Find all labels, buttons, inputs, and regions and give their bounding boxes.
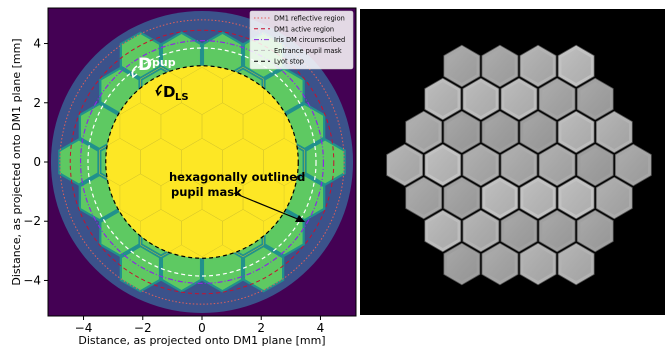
photo-hex-sheen xyxy=(580,148,610,182)
mask-hex-cell xyxy=(286,105,324,148)
photo-hex-sheen xyxy=(409,115,439,149)
photo-hex-sheen xyxy=(504,148,534,182)
mask-hex-cell xyxy=(80,105,118,148)
mask-hex-cell xyxy=(121,34,159,77)
photo-hex-sheen xyxy=(389,148,420,182)
photo-hex-sheen xyxy=(447,115,477,149)
mask-hex-cell xyxy=(121,247,159,290)
photo-hex-sheen xyxy=(599,181,629,215)
x-tick-label: 2 xyxy=(257,321,265,335)
legend-label: Lyot stop xyxy=(274,58,304,66)
mask-label-line2: pupil mask xyxy=(171,185,242,199)
dm1-active-circle xyxy=(69,29,335,295)
y-tick-label: 2 xyxy=(33,96,41,110)
photo-hex-sheen xyxy=(542,82,572,116)
legend-label: DM1 active region xyxy=(274,25,334,33)
photo-hex-sheen xyxy=(542,214,572,248)
photo-hex-sheen xyxy=(485,247,515,281)
pupil-map-plot: D pup D LS hexagonally outlined pupil ma… xyxy=(10,7,357,347)
photo-hex-sheen xyxy=(580,82,610,116)
photo-hex-sheen xyxy=(523,115,553,149)
faint-hex-cell xyxy=(263,138,305,186)
plot-legend: DM1 reflective region DM1 active region Ir… xyxy=(249,10,354,70)
photo-hex-sheen xyxy=(428,82,458,116)
photo-hex-sheen xyxy=(485,49,515,83)
photo-hex-sheen xyxy=(561,247,591,281)
mask-label-line1: hexagonally outlined xyxy=(169,170,305,184)
photo-hex-sheen xyxy=(599,115,629,149)
y-axis-label: Distance, as projected onto DM1 plane [m… xyxy=(10,38,23,285)
d-ls-subscript: LS xyxy=(175,92,189,103)
x-tick-label: −2 xyxy=(134,321,152,335)
photo-hex-sheen xyxy=(580,214,610,248)
legend-label: Entrance pupil mask xyxy=(274,47,342,55)
y-axis-ticks: −4 −2 0 2 4 xyxy=(23,37,48,287)
photo-hex-sheen xyxy=(409,181,439,215)
y-tick-label: 4 xyxy=(33,37,41,51)
photo-hex-sheen xyxy=(485,115,515,149)
faint-hex-grid xyxy=(99,66,305,258)
photo-hex-sheen xyxy=(428,214,458,248)
photo-hex-sheen xyxy=(447,181,477,215)
photo-hex-sheen xyxy=(523,181,553,215)
dm1-reflective-circle xyxy=(59,19,345,305)
x-tick-label: −4 xyxy=(75,321,93,335)
photo-hex-sheen xyxy=(618,148,649,182)
photo-hex-sheen xyxy=(523,49,553,83)
d-ls-label: D xyxy=(163,83,175,101)
d-pup-subscript: pup xyxy=(152,56,176,69)
photo-hex-sheen xyxy=(542,148,572,182)
photo-hex-sheen xyxy=(561,49,591,83)
legend-label: Iris DM circumscribed xyxy=(274,36,345,44)
photo-hex-sheen xyxy=(428,148,458,182)
photo-hex-sheen xyxy=(466,82,496,116)
photo-hex-segments xyxy=(386,44,652,286)
d-pup-annotation: D pup xyxy=(131,55,176,79)
photo-hex-sheen xyxy=(447,247,477,281)
photo-hex-sheen xyxy=(561,115,591,149)
entrance-pupil-circle xyxy=(87,47,317,277)
mask-hex-cell xyxy=(60,140,98,184)
x-tick-label: 4 xyxy=(317,321,325,335)
mask-hex-cell xyxy=(245,247,283,290)
x-axis-label: Distance, as projected onto DM1 plane [m… xyxy=(78,334,325,347)
d-ls-annotation: D LS xyxy=(155,83,189,103)
iris-circumscribed-circle xyxy=(79,39,325,285)
photo-hex-sheen xyxy=(504,214,534,248)
y-tick-label: −2 xyxy=(23,214,41,228)
photo-hex-sheen xyxy=(561,181,591,215)
photo-hex-sheen xyxy=(466,214,496,248)
photo-hex-sheen xyxy=(466,148,496,182)
photo-hex-sheen xyxy=(485,181,515,215)
lyot-pupil-disk xyxy=(105,65,299,259)
x-tick-label: 0 xyxy=(198,321,206,335)
x-axis-ticks: −4 −2 0 2 4 xyxy=(75,316,325,335)
photo-hex-sheen xyxy=(504,82,534,116)
photo-hex-sheen xyxy=(523,247,553,281)
legend-label: DM1 reflective region xyxy=(274,15,345,23)
y-tick-label: −4 xyxy=(23,273,41,287)
y-tick-label: 0 xyxy=(33,155,41,169)
d-pup-label: D xyxy=(138,55,152,75)
lyot-stop-circle xyxy=(105,65,299,259)
mask-callout: hexagonally outlined pupil mask xyxy=(169,170,305,222)
photo-hex-sheen xyxy=(447,49,477,83)
segmented-mirror-photo xyxy=(360,9,665,315)
